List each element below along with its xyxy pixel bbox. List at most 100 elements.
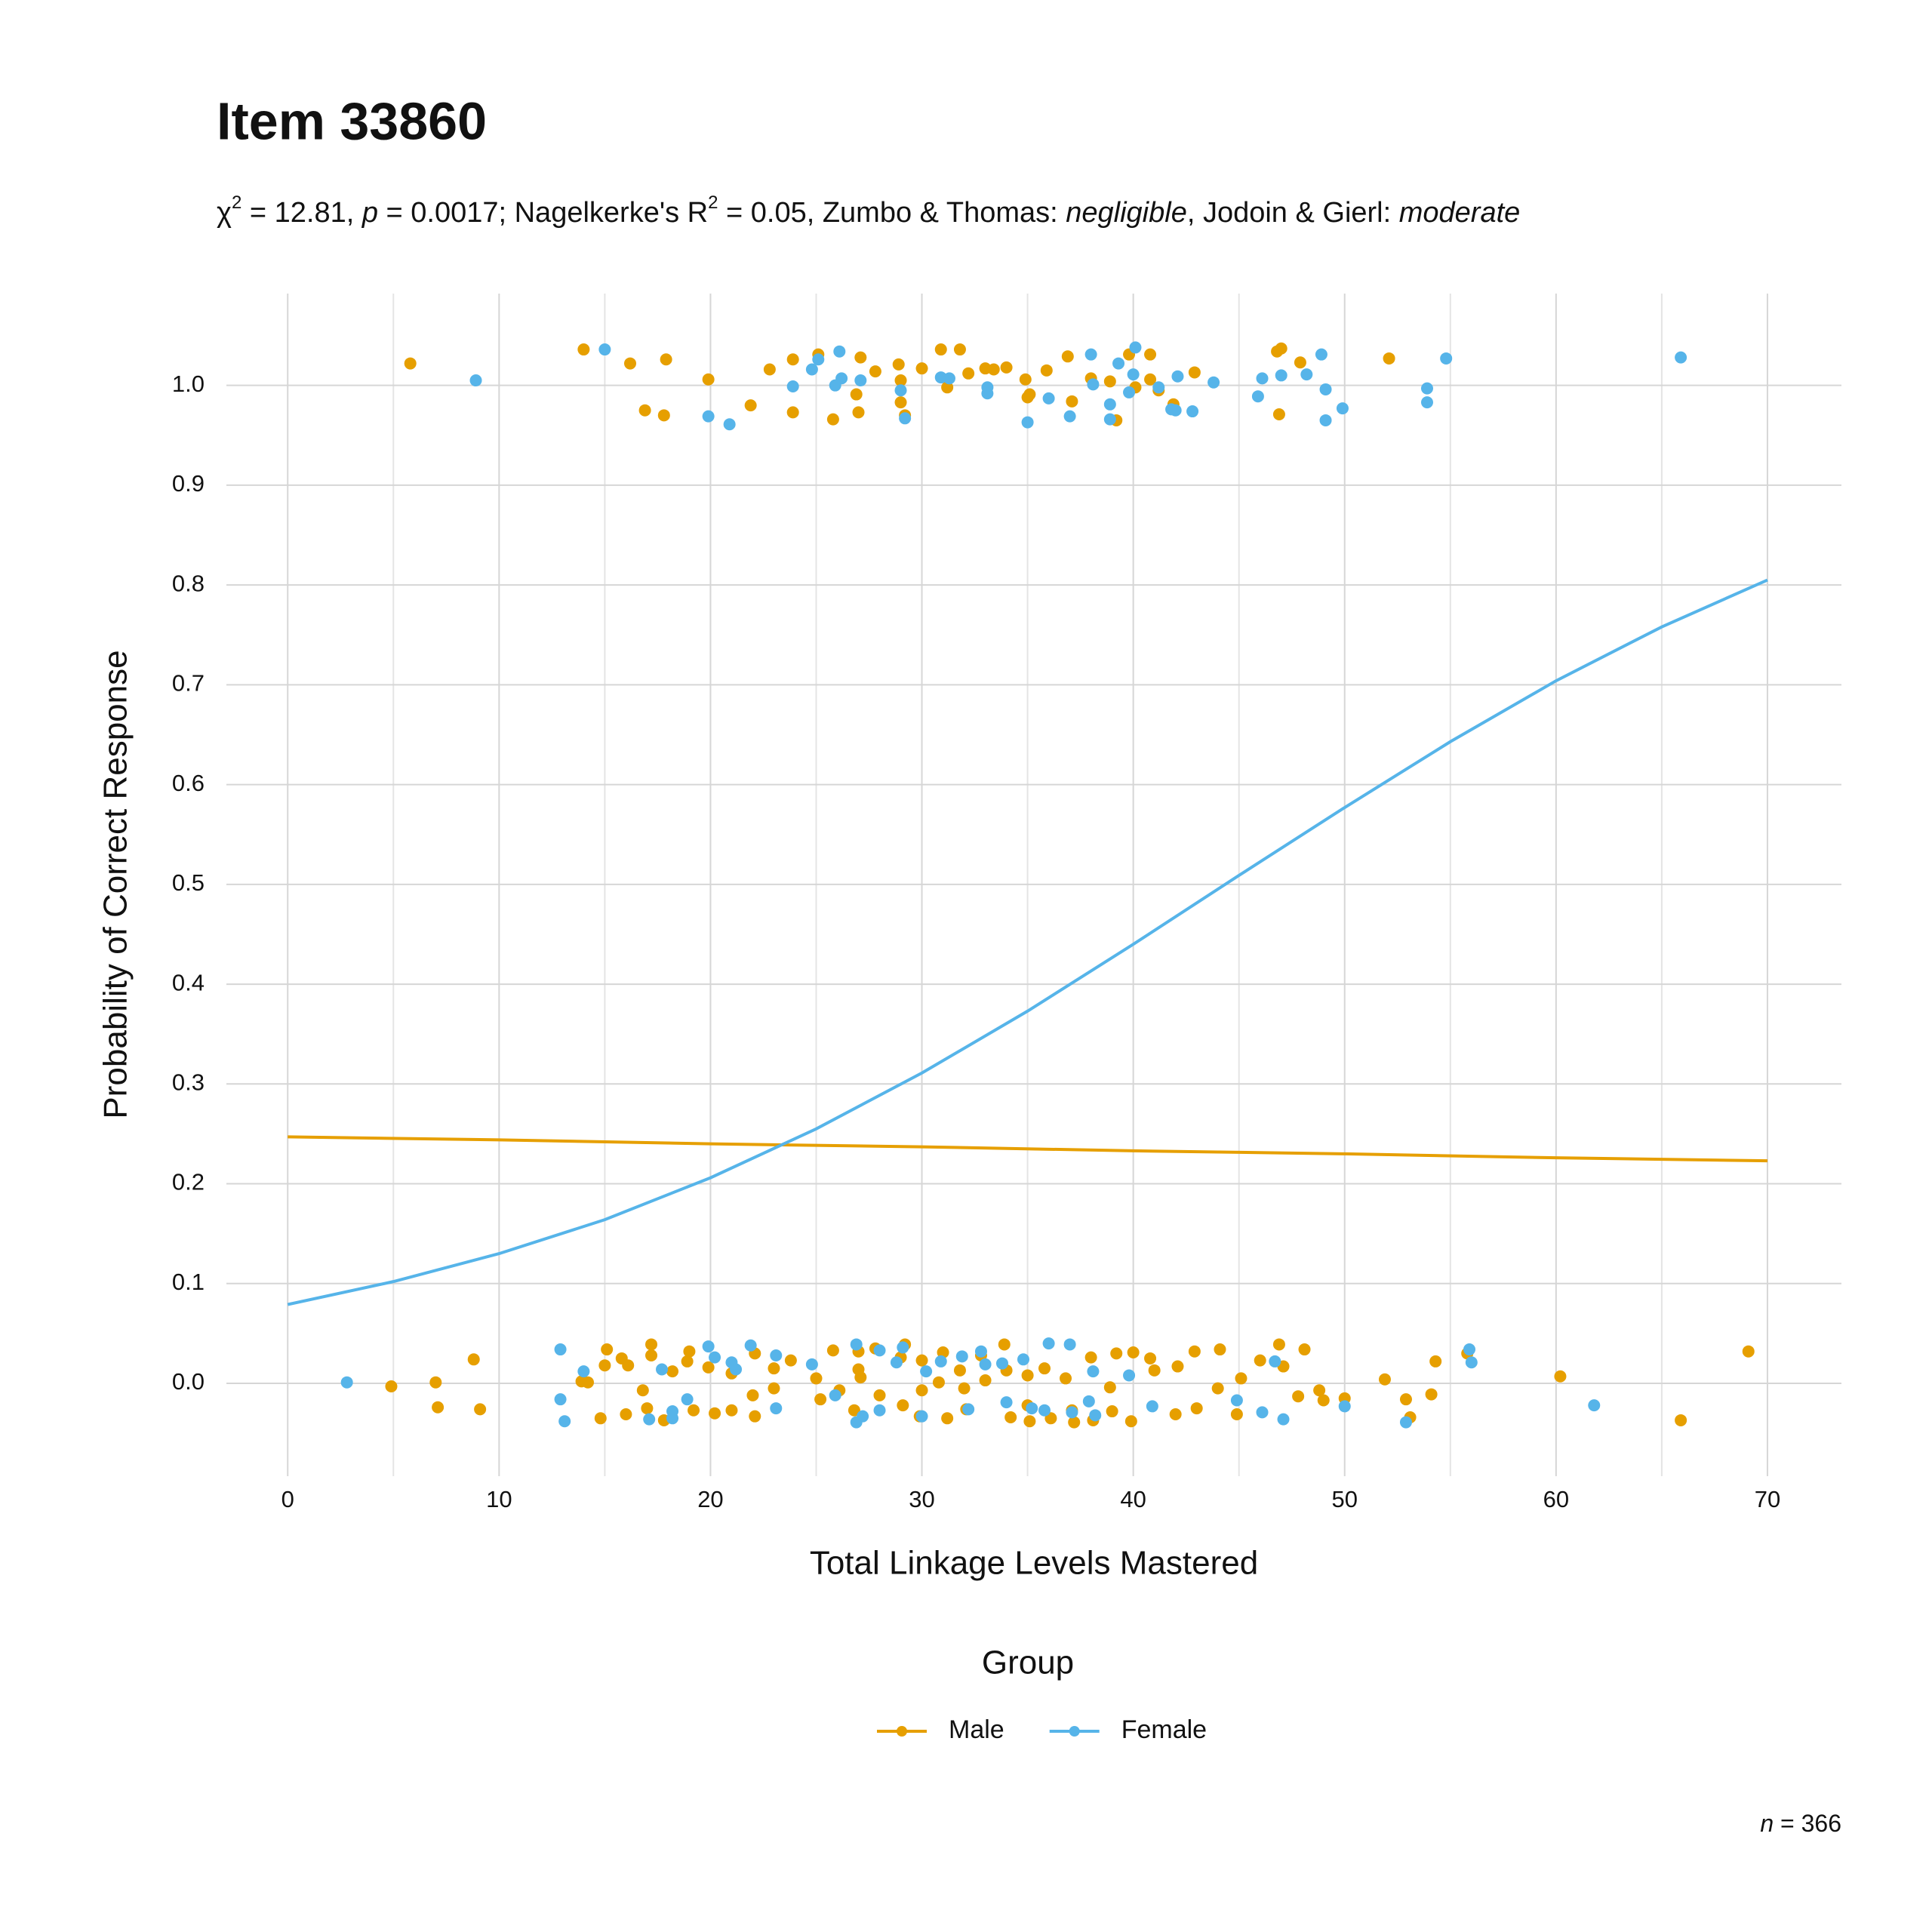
point bbox=[1463, 1343, 1476, 1356]
point bbox=[812, 353, 825, 366]
point bbox=[1171, 370, 1184, 383]
point bbox=[915, 1410, 928, 1423]
point bbox=[1019, 373, 1032, 386]
point bbox=[1272, 408, 1285, 421]
point bbox=[1066, 1406, 1078, 1419]
point bbox=[702, 373, 715, 386]
point bbox=[474, 1403, 487, 1416]
point bbox=[577, 343, 590, 356]
point bbox=[554, 1343, 567, 1356]
point bbox=[826, 1344, 839, 1357]
point bbox=[702, 410, 715, 423]
point bbox=[1440, 352, 1453, 365]
point bbox=[683, 1345, 696, 1358]
point bbox=[857, 1410, 869, 1423]
point bbox=[1023, 388, 1036, 401]
point bbox=[953, 1364, 966, 1377]
point bbox=[1000, 361, 1013, 374]
point bbox=[897, 1399, 909, 1412]
point bbox=[1292, 1390, 1305, 1403]
point bbox=[636, 1384, 649, 1397]
y-tick-label: 0.9 bbox=[172, 470, 205, 497]
point bbox=[979, 1358, 992, 1371]
point bbox=[829, 1389, 841, 1401]
point bbox=[1420, 396, 1433, 409]
point bbox=[1084, 348, 1097, 361]
point bbox=[763, 363, 776, 376]
point bbox=[1144, 1352, 1157, 1364]
legend-dot bbox=[897, 1726, 907, 1737]
point bbox=[702, 1340, 715, 1353]
point bbox=[581, 1376, 594, 1389]
text-part: 2 bbox=[708, 192, 718, 213]
point bbox=[981, 381, 994, 394]
y-tick-label: 0.5 bbox=[172, 869, 205, 896]
point bbox=[1294, 356, 1306, 369]
x-tick-label: 20 bbox=[697, 1486, 723, 1512]
point bbox=[995, 1357, 1008, 1370]
point bbox=[1319, 414, 1332, 426]
point bbox=[681, 1393, 694, 1406]
point bbox=[1103, 1381, 1116, 1394]
point bbox=[624, 357, 636, 370]
point bbox=[786, 406, 799, 419]
point bbox=[744, 399, 757, 412]
point bbox=[1169, 404, 1182, 417]
point bbox=[854, 1371, 867, 1384]
point bbox=[645, 1349, 658, 1361]
point bbox=[1313, 1384, 1326, 1397]
point bbox=[558, 1415, 571, 1428]
point bbox=[987, 363, 1000, 376]
point bbox=[620, 1408, 632, 1421]
point bbox=[1103, 398, 1116, 411]
point bbox=[688, 1404, 700, 1417]
point bbox=[1042, 1337, 1055, 1350]
x-tick-label: 10 bbox=[486, 1486, 512, 1512]
point bbox=[1123, 1369, 1136, 1382]
point bbox=[1103, 375, 1116, 388]
point bbox=[920, 1365, 933, 1378]
point bbox=[645, 1338, 658, 1351]
caption: n = 366 bbox=[1760, 1810, 1841, 1837]
point bbox=[890, 1356, 903, 1369]
point bbox=[941, 1412, 954, 1425]
point bbox=[1554, 1370, 1567, 1383]
point bbox=[894, 374, 907, 387]
point bbox=[1042, 392, 1055, 405]
point bbox=[826, 413, 839, 426]
point bbox=[953, 343, 966, 356]
point bbox=[943, 372, 955, 385]
point bbox=[869, 365, 881, 378]
point bbox=[1127, 1346, 1140, 1359]
point bbox=[1230, 1394, 1243, 1407]
point bbox=[805, 363, 818, 376]
point bbox=[1190, 1402, 1203, 1415]
point bbox=[1272, 1338, 1285, 1351]
text-part: moderate bbox=[1399, 197, 1521, 229]
point bbox=[723, 418, 736, 431]
point bbox=[1399, 1393, 1412, 1406]
point bbox=[554, 1393, 567, 1406]
point bbox=[894, 384, 907, 397]
point bbox=[744, 1339, 757, 1352]
point bbox=[1399, 1416, 1412, 1429]
text-part: p bbox=[361, 197, 378, 229]
point bbox=[962, 367, 975, 380]
point bbox=[340, 1376, 353, 1389]
point bbox=[897, 1341, 909, 1354]
point bbox=[974, 1345, 987, 1358]
point bbox=[850, 1338, 863, 1351]
point bbox=[1420, 382, 1433, 395]
point bbox=[638, 404, 651, 417]
point bbox=[1026, 1402, 1038, 1415]
plot-area bbox=[287, 341, 1768, 1429]
point bbox=[850, 388, 863, 401]
point bbox=[1256, 372, 1269, 385]
legend-label: Male bbox=[949, 1715, 1004, 1744]
point bbox=[666, 1365, 679, 1378]
point bbox=[786, 380, 799, 392]
point bbox=[1112, 357, 1125, 370]
text-part: , Jodoin & Gierl: bbox=[1187, 197, 1399, 229]
legend: Male Female bbox=[877, 1715, 1207, 1744]
y-tick-label: 1.0 bbox=[172, 371, 205, 397]
